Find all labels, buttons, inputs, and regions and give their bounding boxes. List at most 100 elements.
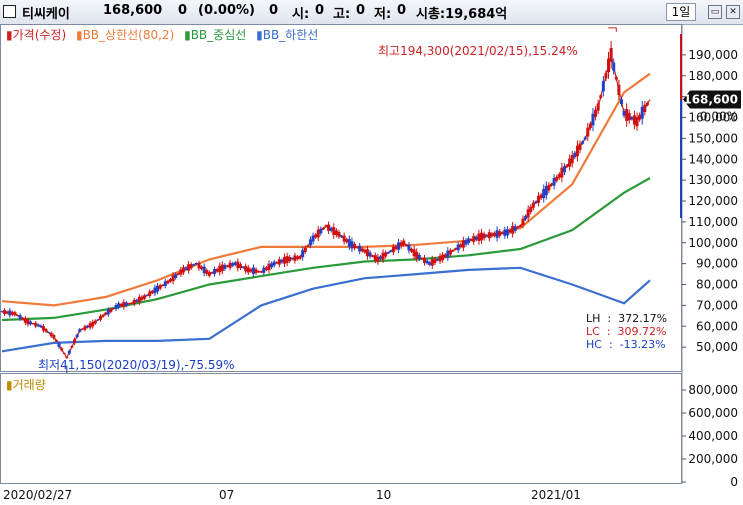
candle-body (487, 232, 491, 239)
candle-body (607, 58, 611, 73)
candle-body (31, 323, 35, 325)
price-tick-label: 140,000 (688, 152, 738, 166)
candle-body (176, 273, 180, 275)
candle-body (308, 239, 312, 246)
candle-body (285, 256, 289, 263)
candle-body (26, 319, 30, 325)
candle-body (226, 265, 230, 267)
volume-panel (0, 373, 682, 484)
candle-body (153, 287, 157, 294)
candle-body (342, 235, 346, 242)
candle-body (122, 301, 126, 308)
restore-icon[interactable]: ▭ (708, 5, 722, 19)
candle-body (228, 262, 232, 268)
hc-stat: HC : -13.23% (586, 338, 666, 351)
candle-body (280, 259, 284, 263)
candle-body (215, 269, 219, 272)
candle-body (640, 106, 644, 119)
candle-body (290, 257, 294, 260)
candle-body (612, 62, 616, 71)
candle-body (111, 308, 115, 310)
candle-body (130, 302, 134, 304)
candle-body (573, 153, 577, 158)
candle-body (306, 245, 310, 247)
candle-body (75, 334, 79, 338)
candle-body (378, 256, 382, 260)
candle-body (135, 299, 139, 302)
candle-body (3, 310, 7, 315)
low-label: 저: (374, 7, 392, 22)
candle-body (220, 264, 224, 272)
candle-body (168, 279, 172, 282)
candle-body (443, 254, 447, 258)
candle-body (47, 332, 51, 334)
candle-body (91, 321, 95, 327)
candle-body (5, 311, 9, 314)
candle-body (67, 350, 71, 354)
range-bar-low (680, 99, 682, 218)
candle-body (200, 266, 204, 270)
candle-body (578, 143, 582, 150)
close-icon[interactable]: ✕ (726, 5, 740, 19)
candle-body (119, 303, 123, 306)
candle-body (18, 315, 22, 319)
candle-body (319, 228, 323, 234)
high-value: 0 (356, 3, 366, 18)
candle-body (249, 269, 253, 272)
candle-body (645, 102, 649, 106)
candle-body (267, 263, 271, 271)
candle-body (39, 325, 43, 328)
candle-body (394, 246, 398, 250)
candle-body (65, 357, 69, 359)
candle-body (381, 252, 385, 260)
candle-body (505, 229, 509, 236)
candle-body (337, 232, 341, 237)
candle-body (93, 320, 97, 324)
volume-tick-label: 600,000 (688, 406, 738, 420)
candle-body (327, 224, 331, 231)
candle-body (435, 259, 439, 261)
candle-body (86, 325, 90, 328)
candle-body (614, 76, 618, 80)
candle-body (73, 339, 77, 344)
candle-body (547, 184, 551, 191)
candle-body (498, 231, 502, 236)
candle-body (622, 110, 626, 116)
volume-tick-label: 800,000 (688, 383, 738, 397)
current-price-marker (683, 90, 741, 109)
low-value: 0 (397, 3, 407, 18)
window-icon[interactable] (3, 5, 16, 18)
period-selector[interactable]: 1일 (666, 3, 696, 21)
candle-body (503, 229, 507, 236)
candle-body (70, 345, 74, 348)
candle-body (526, 209, 530, 218)
candle-body (539, 194, 543, 199)
candle-body (588, 123, 592, 129)
legend-price[interactable]: ▮가격(수정) ▮BB_상한선(80,2) ▮BB_중심선 ▮BB_하한선 (6, 28, 319, 42)
candle-body (386, 252, 390, 254)
legend-volume[interactable]: ▮거래량 (6, 378, 46, 392)
volume-tick-label: 0 (730, 475, 738, 489)
market-cap: 시총:19,684억 (416, 7, 508, 22)
min-annotation: 최저41,150(2020/03/19),-75.59% (38, 358, 235, 372)
candle-body (49, 332, 53, 337)
candle-body (518, 225, 522, 227)
candle-body (148, 291, 152, 296)
candle-body (293, 255, 297, 261)
candle-body (194, 262, 198, 265)
candle-body (98, 316, 102, 320)
candle-body (207, 272, 211, 276)
open-value: 0 (315, 3, 325, 18)
candle-body (428, 262, 432, 265)
candle-body (298, 256, 302, 259)
header-bar: 티씨케이 168,600 0 (0.00%) 0 시: 0 고: 0 저: 0 … (0, 0, 743, 25)
candle-body (0, 311, 4, 313)
candle-body (324, 225, 328, 227)
candle-body (404, 244, 408, 246)
candle-body (184, 267, 188, 270)
lc-stat: LC : 309.72% (586, 325, 667, 338)
candle-body (54, 340, 58, 342)
stock-name: 티씨케이 (22, 7, 70, 22)
candle-body (619, 99, 623, 105)
candle-body (433, 259, 437, 264)
